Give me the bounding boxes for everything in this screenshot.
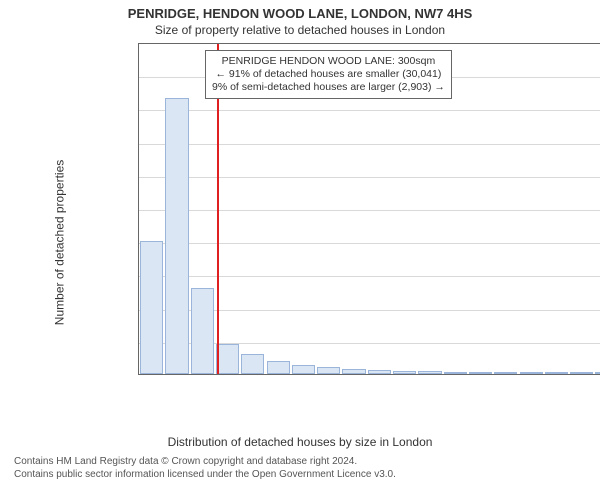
x-tick-label: 1415sqm xyxy=(519,374,534,375)
gridline xyxy=(139,276,600,277)
footer-line2: Contains public sector information licen… xyxy=(14,468,586,481)
histogram-bar xyxy=(292,365,315,374)
annotation-line: 9% of semi-detached houses are larger (2… xyxy=(212,81,445,94)
histogram-bar xyxy=(191,288,214,374)
y-tick-label: 4000 xyxy=(138,304,139,315)
histogram-bar xyxy=(165,98,188,374)
x-tick-label: 386sqm xyxy=(240,374,255,375)
y-tick-label: 10000 xyxy=(138,205,139,216)
x-tick-label: 854sqm xyxy=(367,374,382,375)
y-tick-label: 2000 xyxy=(138,337,139,348)
histogram-bar xyxy=(317,367,340,374)
x-tick-label: 1508sqm xyxy=(544,374,559,375)
footer-line1: Contains HM Land Registry data © Crown c… xyxy=(14,455,586,468)
x-tick-label: 106sqm xyxy=(164,374,179,375)
x-tick-label: 760sqm xyxy=(341,374,356,375)
x-tick-label: 1134sqm xyxy=(443,374,458,375)
gridline xyxy=(139,110,600,111)
y-tick-label: 8000 xyxy=(138,238,139,249)
histogram-bar xyxy=(140,241,163,374)
gridline xyxy=(139,243,600,244)
annotation-line: ← 91% of detached houses are smaller (30… xyxy=(212,68,445,81)
y-axis-label: Number of detached properties xyxy=(53,160,67,325)
x-tick-label: 199sqm xyxy=(190,374,205,375)
y-tick-label: 6000 xyxy=(138,271,139,282)
x-tick-label: 573sqm xyxy=(291,374,306,375)
x-tick-label: 293sqm xyxy=(215,374,230,375)
y-tick-label: 14000 xyxy=(138,138,139,149)
gridline xyxy=(139,144,600,145)
annotation-box: PENRIDGE HENDON WOOD LANE: 300sqm← 91% o… xyxy=(205,50,452,99)
histogram-bar xyxy=(241,354,264,374)
footer-attribution: Contains HM Land Registry data © Crown c… xyxy=(14,455,586,481)
plot-frame: 0 2000 4000 6000 8000 10000 12000 14000 16000 180… xyxy=(138,43,600,375)
x-tick-label: 480sqm xyxy=(266,374,281,375)
chart-title-line1: PENRIDGE, HENDON WOOD LANE, LONDON, NW7 … xyxy=(0,6,600,21)
gridline xyxy=(139,177,600,178)
x-tick-label: 1321sqm xyxy=(493,374,508,375)
x-tick-label: 667sqm xyxy=(316,374,331,375)
histogram-bar xyxy=(267,361,290,374)
x-tick-label: 12sqm xyxy=(139,374,154,375)
annotation-line: PENRIDGE HENDON WOOD LANE: 300sqm xyxy=(212,55,445,68)
x-tick-label: 1228sqm xyxy=(468,374,483,375)
y-tick-label: 20000 xyxy=(138,43,139,50)
y-tick-label: 12000 xyxy=(138,171,139,182)
histogram-bar xyxy=(216,344,239,374)
x-tick-label: 1602sqm xyxy=(569,374,584,375)
chart-area: Number of detached properties 0 2000 4000 6… xyxy=(14,43,586,375)
y-tick-label: 16000 xyxy=(138,105,139,116)
gridline xyxy=(139,210,600,211)
y-tick-label: 0 xyxy=(138,371,139,376)
chart-title-line2: Size of property relative to detached ho… xyxy=(0,23,600,37)
x-axis-label: Distribution of detached houses by size … xyxy=(0,435,600,449)
x-tick-label: 1695sqm xyxy=(594,374,600,375)
x-tick-label: 1041sqm xyxy=(417,374,432,375)
x-tick-label: 947sqm xyxy=(392,374,407,375)
y-tick-label: 18000 xyxy=(138,72,139,83)
